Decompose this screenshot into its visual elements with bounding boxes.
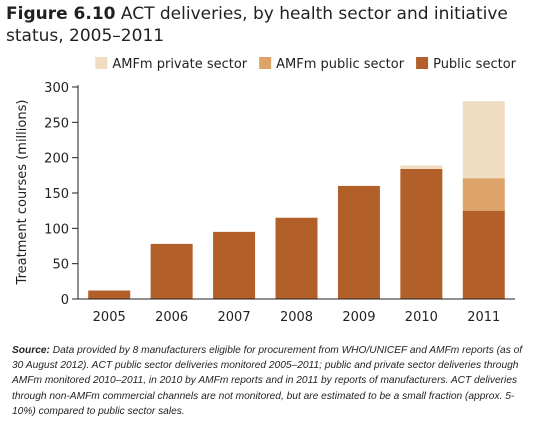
- source-note: Source: Data provided by 8 manufacturers…: [12, 343, 532, 419]
- figure-title: Figure 6.10 ACT deliveries, by health se…: [6, 3, 536, 47]
- legend-swatch-amfm-public-sector: [259, 57, 272, 69]
- stacked-bar-chart: AMFm private sector AMFm public sector Pub…: [15, 57, 517, 325]
- bar-public-sector-2007: [213, 231, 256, 299]
- bar-public-sector-2005: [88, 290, 131, 299]
- legend-swatch-amfm-private-sector: [95, 57, 108, 69]
- source-label: Source:: [12, 345, 50, 356]
- legend-label-amfm-public-sector: AMFm public sector: [276, 57, 405, 72]
- figure-title-text: ACT deliveries, by health sector and ini…: [6, 4, 508, 46]
- bar-public-sector-2011: [462, 210, 505, 299]
- bars-group: [88, 101, 505, 299]
- x-tick-label: 2009: [342, 310, 375, 325]
- x-tick-label: 2006: [155, 310, 188, 325]
- x-tick-label: 2011: [467, 310, 500, 325]
- x-tick-label: 2007: [218, 310, 251, 325]
- bar-amfm-public-sector-2011: [462, 178, 505, 211]
- y-tick-label: 300: [44, 81, 69, 96]
- y-tick-label: 0: [61, 293, 69, 308]
- chart-legend: AMFm private sector AMFm public sector Pub…: [95, 57, 517, 72]
- y-tick-label: 100: [44, 222, 69, 237]
- y-tick-label: 200: [44, 152, 69, 167]
- y-tick-label: 150: [44, 187, 69, 202]
- bar-amfm-private-sector-2011: [462, 101, 505, 179]
- source-text: Data provided by 8 manufacturers eligibl…: [12, 345, 523, 417]
- y-tick-label: 250: [44, 116, 69, 131]
- bar-amfm-private-sector-2010: [400, 165, 443, 169]
- legend-label-amfm-private-sector: AMFm private sector: [112, 57, 247, 72]
- x-axis: 2005 2006 2007 2008 2009 2010 2011: [78, 298, 515, 325]
- x-tick-label: 2010: [405, 310, 438, 325]
- y-axis-label: Treatment courses (millions): [15, 100, 30, 286]
- legend-swatch-public-sector: [416, 57, 429, 69]
- bar-public-sector-2009: [337, 185, 380, 299]
- x-tick-label: 2005: [93, 310, 126, 325]
- bar-public-sector-2008: [275, 217, 318, 299]
- y-axis: 0 50 100 150 200 250 300: [44, 81, 79, 308]
- legend-label-public-sector: Public sector: [433, 57, 517, 72]
- bar-public-sector-2006: [150, 243, 193, 299]
- y-tick-label: 50: [52, 258, 69, 273]
- bar-public-sector-2010: [400, 168, 443, 299]
- x-tick-label: 2008: [280, 310, 313, 325]
- figure-label: Figure 6.10: [6, 4, 116, 24]
